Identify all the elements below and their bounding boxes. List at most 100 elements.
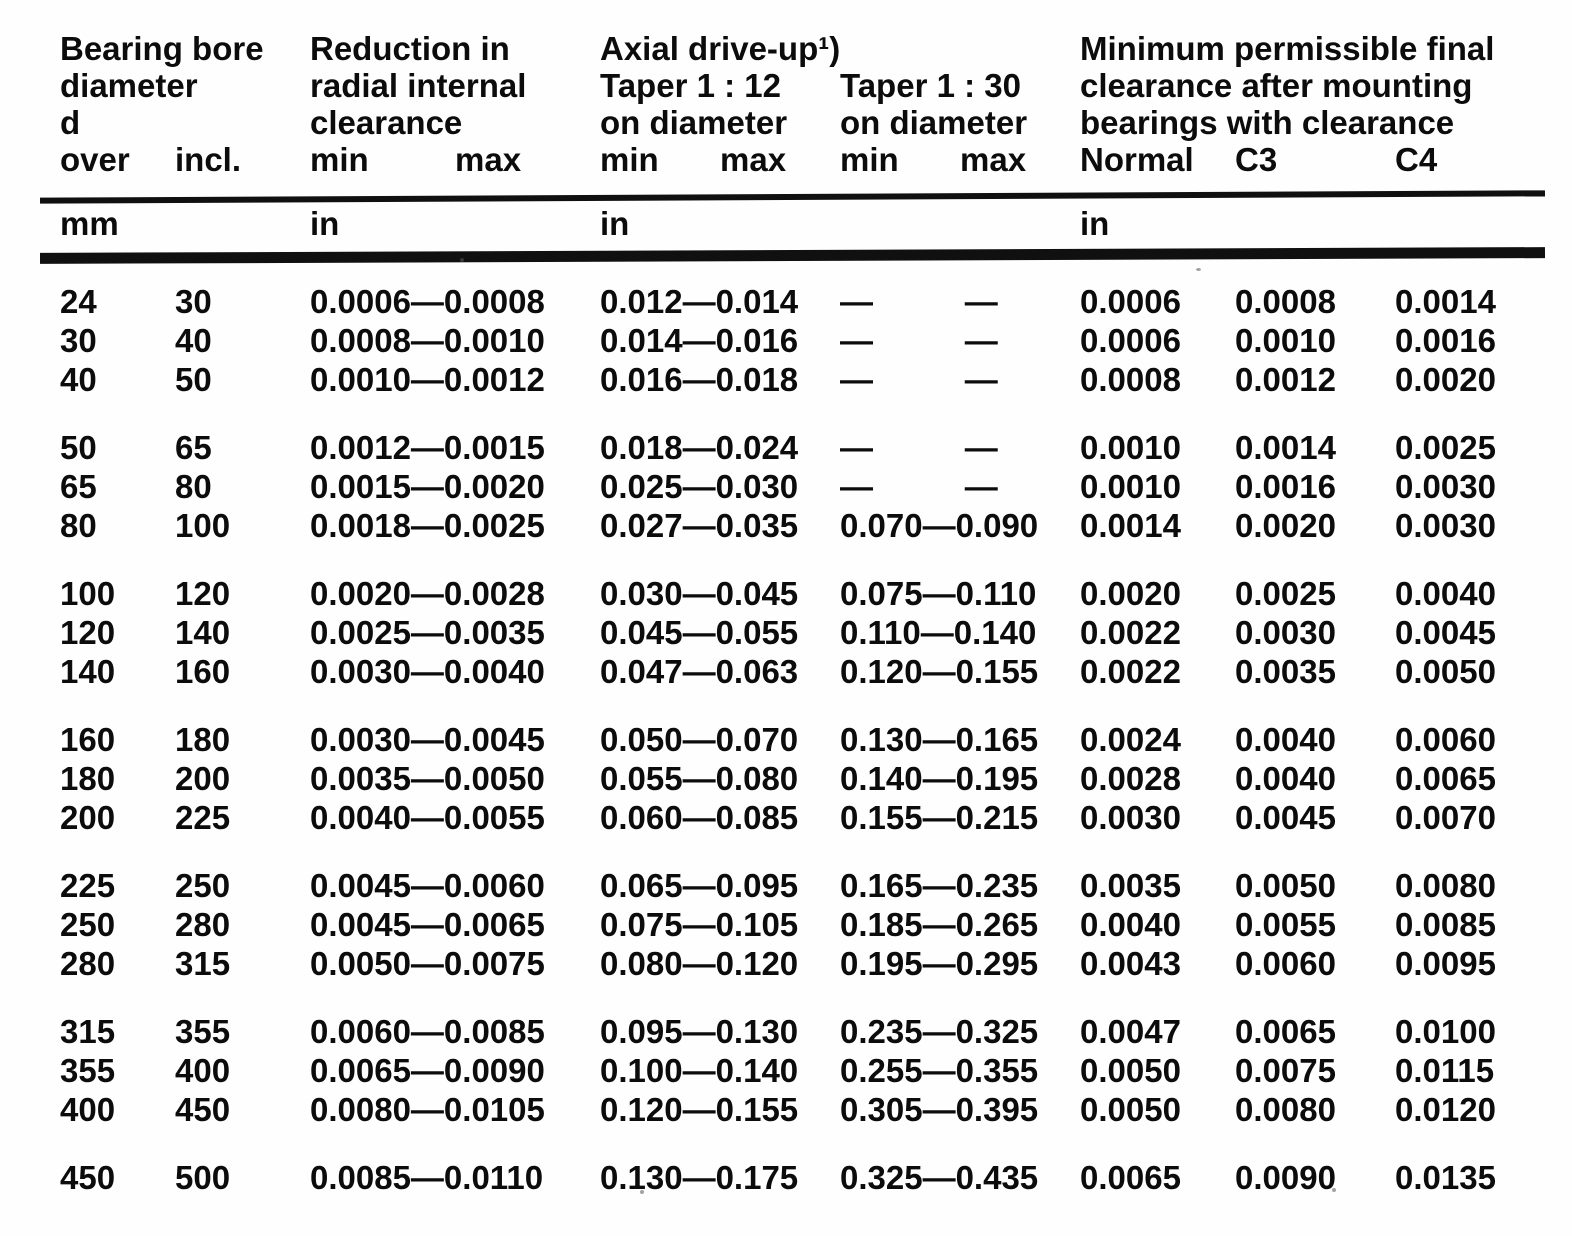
subheader-taper30-min-max: min max — [840, 141, 1080, 178]
table-cell: 0.0085—0.0110 — [310, 1159, 544, 1196]
table-cell: 0.0010 — [1080, 468, 1181, 505]
table-cell: 0.0065 — [1235, 1013, 1336, 1050]
table-cell: 0.0050 — [1080, 1052, 1181, 1089]
header-line: radial internal — [310, 67, 527, 104]
table-row: 100 120 0.0020—0.0028 0.030—0.045 0.075—0.11… — [60, 574, 1552, 613]
scan-speckle — [1196, 268, 1201, 271]
table-cell: 0.0080—0.0105 — [310, 1091, 545, 1128]
table-cell: 0.0045 — [1395, 614, 1496, 651]
table-cell: 120 — [60, 614, 116, 651]
table-cell: 0.0100 — [1395, 1013, 1496, 1050]
table-cell: 200 — [175, 760, 231, 797]
table-cell: 450 — [60, 1159, 116, 1196]
subheader-max: max — [455, 141, 522, 178]
table-cell: 225 — [175, 799, 231, 836]
table-cell: 0.012—0.014 — [600, 283, 799, 320]
table-cell: 0.0025 — [1235, 575, 1336, 612]
subheader-c4: C4 — [1395, 141, 1438, 178]
table-row: 160 180 0.0030—0.0045 0.050—0.070 0.130—0.16… — [60, 720, 1552, 759]
header-line: Axial drive-up¹) — [600, 30, 841, 67]
table-cell: 0.0030—0.0045 — [310, 721, 545, 758]
table-cell: 0.0010 — [1080, 429, 1181, 466]
table-cell: 0.0018—0.0025 — [310, 507, 545, 544]
header-line: Bearing bore — [60, 30, 264, 67]
table-cell: 0.0012 — [1235, 361, 1336, 398]
table-cell: 0.0055 — [1235, 906, 1336, 943]
table-cell: 50 — [60, 429, 97, 466]
table-cell: 0.0020—0.0028 — [310, 575, 545, 612]
table-row: 250 280 0.0045—0.0065 0.075—0.105 0.185—0.26… — [60, 905, 1552, 944]
header-line: bearings with clearance — [1080, 104, 1455, 141]
table-cell: 225 — [60, 867, 116, 904]
table-cell: 0.0022 — [1080, 653, 1181, 690]
row-group: 315 355 0.0060—0.0085 0.095—0.130 0.235—0.32… — [60, 1012, 1552, 1129]
row-group: 160 180 0.0030—0.0045 0.050—0.070 0.130—0.16… — [60, 720, 1552, 837]
units-row: mm in in in — [0, 200, 1572, 250]
table-cell: 315 — [60, 1013, 116, 1050]
table-cell: 0.075—0.110 — [840, 575, 1037, 612]
table-cell: 0.080—0.120 — [600, 945, 799, 982]
scan-speckle — [640, 1190, 644, 1194]
table-cell: 0.060—0.085 — [600, 799, 799, 836]
table-cell: 0.0045—0.0060 — [310, 867, 545, 904]
table-cell: 0.255—0.355 — [840, 1052, 1039, 1089]
table-cell: 0.0016 — [1395, 322, 1496, 359]
table-row: 180 200 0.0035—0.0050 0.055—0.080 0.140—0.19… — [60, 759, 1552, 798]
table-cell: 0.025—0.030 — [600, 468, 799, 505]
subheader-max: max — [960, 141, 1027, 178]
table-row: 200 225 0.0040—0.0055 0.060—0.085 0.155—0.21… — [60, 798, 1552, 837]
table-cell: 0.155—0.215 — [840, 799, 1039, 836]
table-cell: 65 — [175, 429, 212, 466]
table-cell: 280 — [175, 906, 231, 943]
table-cell: 0.0045 — [1235, 799, 1336, 836]
table-cell: 0.0060 — [1395, 721, 1496, 758]
table-cell: 0.0045—0.0065 — [310, 906, 545, 943]
table-cell: 355 — [60, 1052, 116, 1089]
header-taper-1-30: Taper 1 : 30 on diameter — [840, 67, 1080, 141]
table-cell: 0.0010—0.0012 — [310, 361, 545, 398]
table-cell: 0.0050 — [1395, 653, 1496, 690]
unit-in-axial: in — [600, 205, 630, 242]
header-taper-1-12: Taper 1 : 12 on diameter — [600, 67, 840, 141]
table-cell: 0.0060—0.0085 — [310, 1013, 545, 1050]
table-cell: 0.0075 — [1235, 1052, 1336, 1089]
table-cell: 0.027—0.035 — [600, 507, 799, 544]
header-line: clearance after mounting — [1080, 67, 1473, 104]
table-cell: 40 — [60, 361, 97, 398]
table-cell: 500 — [175, 1159, 231, 1196]
table-cell: 355 — [175, 1013, 231, 1050]
header-final-clearance: Minimum permissible final clearance afte… — [1080, 30, 1530, 141]
table-cell: 0.070—0.090 — [840, 507, 1039, 544]
header-reduction: Reduction in radial internal clearance — [310, 30, 600, 141]
table-cell: 0.047—0.063 — [600, 653, 799, 690]
table-cell: 0.016—0.018 — [600, 361, 799, 398]
table-cell: 0.0035 — [1235, 653, 1336, 690]
table-row: 24 30 0.0006—0.0008 0.012—0.014 — — 0.0006 0.0… — [60, 282, 1552, 321]
table-cell: 0.305—0.395 — [840, 1091, 1039, 1128]
table-cell: 0.0006 — [1080, 322, 1181, 359]
table-cell: 280 — [60, 945, 116, 982]
table-cell: 50 — [175, 361, 212, 398]
row-group: 50 65 0.0012—0.0015 0.018—0.024— —0.0010 0.0… — [60, 428, 1552, 545]
table-row: 65 80 0.0015—0.0020 0.025—0.030 — — 0.0010 0.0… — [60, 467, 1552, 506]
table-cell: 400 — [175, 1052, 231, 1089]
table-cell: 0.0020 — [1395, 361, 1496, 398]
table-cell: 0.0095 — [1395, 945, 1496, 982]
unit-in-final: in — [1080, 205, 1110, 242]
table-cell: 0.0008 — [1235, 283, 1336, 320]
table-cell: 0.0016 — [1235, 468, 1336, 505]
header-line: Minimum permissible final — [1080, 30, 1495, 67]
table-cell: 0.0043 — [1080, 945, 1181, 982]
scan-speckle — [460, 258, 464, 262]
table-cell: 0.0080 — [1235, 1091, 1336, 1128]
table-header: Bearing bore diameter d Reduction in rad… — [0, 0, 1572, 178]
table-cell: — — — [840, 322, 998, 359]
table-row: 40 50 0.0010—0.0012 0.016—0.018 — — 0.0008 0.0… — [60, 360, 1552, 399]
table-cell: 80 — [60, 507, 97, 544]
table-cell: 140 — [60, 653, 116, 690]
header-bearing-bore: Bearing bore diameter d — [60, 30, 310, 141]
table-cell: 0.0040 — [1235, 760, 1336, 797]
table-cell: 0.120—0.155 — [840, 653, 1039, 690]
table-cell: 0.0065—0.0090 — [310, 1052, 545, 1089]
table-cell: 24 — [60, 283, 97, 320]
